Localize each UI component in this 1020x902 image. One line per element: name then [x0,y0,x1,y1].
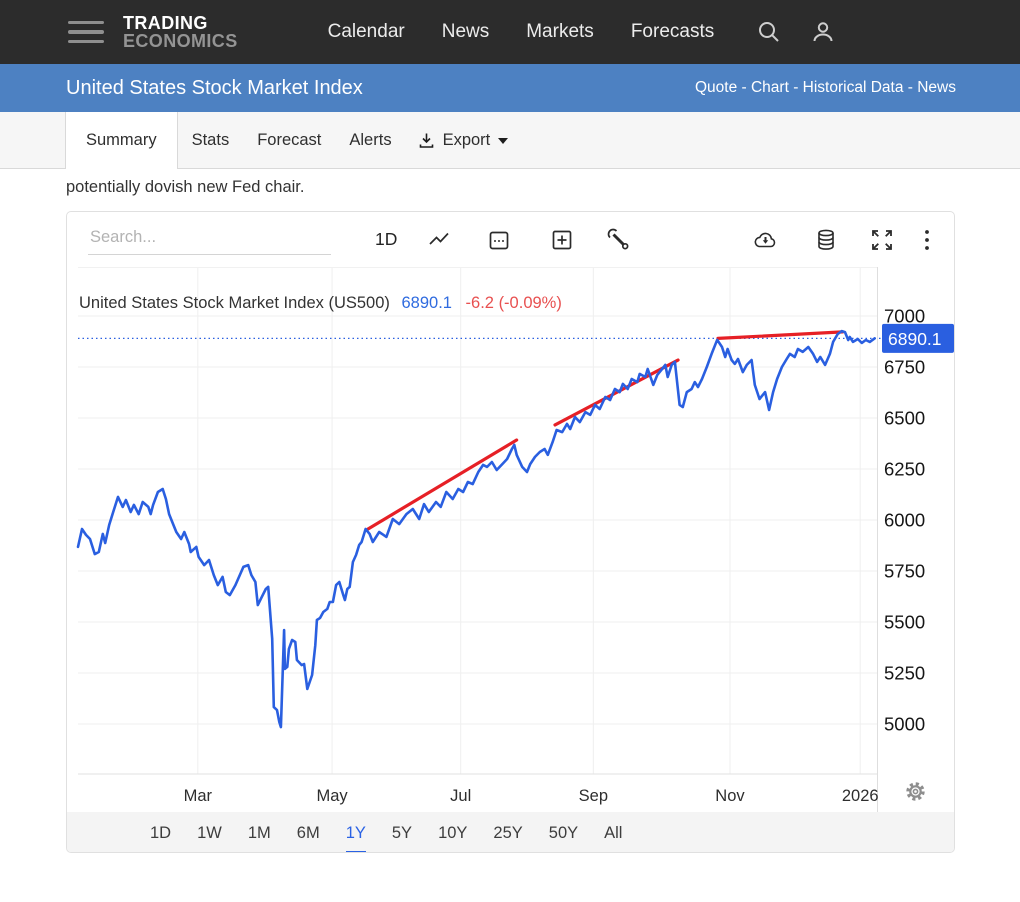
range-button-1w[interactable]: 1W [197,823,222,842]
range-selector: 1D 1W 1M 6M 1Y 5Y 10Y 25Y 50Y All [67,812,954,852]
trendline-annotation[interactable] [366,438,519,531]
tab-summary[interactable]: Summary [65,112,178,169]
export-label: Export [442,130,491,149]
tab-stats[interactable]: Stats [191,130,230,149]
link-separator: - [737,79,751,96]
tabs: Summary Stats Forecast Alerts [65,112,406,169]
nav-link-forecasts[interactable]: Forecasts [630,21,715,42]
download-icon [419,133,433,148]
header-link-historical-data[interactable]: Historical Data [802,79,904,96]
main-nav-links: Calendar News Markets Forecasts [328,21,715,43]
header-link-news[interactable]: News [917,79,956,96]
chart-legend: United States Stock Market Index (US500)… [79,294,562,313]
user-icon[interactable] [810,19,836,45]
tools-icon[interactable] [607,228,631,252]
range-button-1y[interactable]: 1Y [345,812,366,852]
range-button-10y[interactable]: 10Y [438,823,468,842]
link-separator: - [903,79,918,96]
cloud-download-icon[interactable] [752,228,779,252]
y-axis-label: 6250 [884,458,925,479]
tab-forecast[interactable]: Forecast [257,130,322,149]
nav-link-news[interactable]: News [441,21,490,42]
price-chart[interactable]: 7000 6750 6500 6250 6000 5750 5500 5250 5000 6890… [67,267,954,812]
series-name: United States Stock Market Index (US500) [79,294,390,312]
price-line-series [76,329,876,729]
x-axis-label: Sep [579,787,608,805]
range-button-all[interactable]: All [604,823,623,842]
trendline-annotation[interactable] [553,358,680,427]
line-style-icon[interactable] [427,228,451,252]
y-axis-label: 6000 [884,509,925,530]
chart-region: United States Stock Market Index (US500)… [67,267,954,812]
nav-link-calendar[interactable]: Calendar [327,21,405,42]
header-link-quote[interactable]: Quote [694,79,738,96]
range-button-1m[interactable]: 1M [247,823,271,842]
x-axis-label: Nov [715,787,745,805]
price-change: -6.2 (-0.09%) [465,294,562,312]
brand-line2: ECONOMICS [123,31,238,51]
chart-toolbar: 1D [67,212,954,267]
nav-link-markets[interactable]: Markets [526,21,594,42]
tab-alerts[interactable]: Alerts [349,130,392,149]
tab-bar: Summary Stats Forecast Alerts Export [0,112,1020,169]
database-icon[interactable] [815,228,837,252]
y-axis-label: 7000 [884,305,925,326]
y-axis-label: 5750 [884,560,925,581]
y-axis-label: 6750 [884,356,925,377]
y-axis-label: 6500 [884,407,925,428]
link-separator: - [788,79,803,96]
range-button-50y[interactable]: 50Y [548,823,579,842]
x-axis-label: Mar [184,787,213,805]
top-nav: TRADING ECONOMICS Calendar News Markets For… [0,0,1020,64]
range-button-1d[interactable]: 1D [150,823,172,842]
y-axis-label: 5250 [884,663,925,684]
caret-down-icon [498,138,509,144]
y-axis-label: 5500 [884,612,925,633]
kebab-menu-icon[interactable] [924,228,930,252]
header-quick-links: Quote - Chart - Historical Data - News [695,79,956,97]
nav-icons [756,19,836,45]
last-price: 6890.1 [401,294,452,312]
export-button[interactable]: Export [418,112,509,168]
add-compare-icon[interactable] [550,228,574,252]
calendar-icon[interactable] [487,228,511,252]
search-icon[interactable] [756,19,782,45]
range-button-5y[interactable]: 5Y [391,823,413,842]
fullscreen-icon[interactable] [870,228,894,252]
trendline-annotation[interactable] [716,330,845,341]
range-button-25y[interactable]: 25Y [493,823,523,842]
x-axis-label: May [316,787,348,805]
last-price-badge [882,323,954,353]
last-price-badge-text: 6890.1 [888,329,942,349]
y-axis-label: 5000 [884,714,925,735]
header-link-chart[interactable]: Chart [750,79,789,96]
settings-gear-icon[interactable] [904,780,927,808]
menu-icon[interactable] [68,20,104,44]
page-header: United States Stock Market Index Quote -… [0,64,1020,112]
brand-logo[interactable]: TRADING ECONOMICS [123,14,238,50]
range-button-6m[interactable]: 6M [296,823,320,842]
brand-line1: TRADING [123,13,208,33]
article-snippet: potentially dovish new Fed chair. [66,178,305,196]
x-axis-label: 2026 [842,787,879,805]
chart-card: 1D [66,211,955,853]
page-title: United States Stock Market Index [66,76,363,99]
search-input[interactable] [88,224,331,255]
x-axis-label: Jul [450,787,471,805]
interval-button[interactable]: 1D [375,229,398,249]
